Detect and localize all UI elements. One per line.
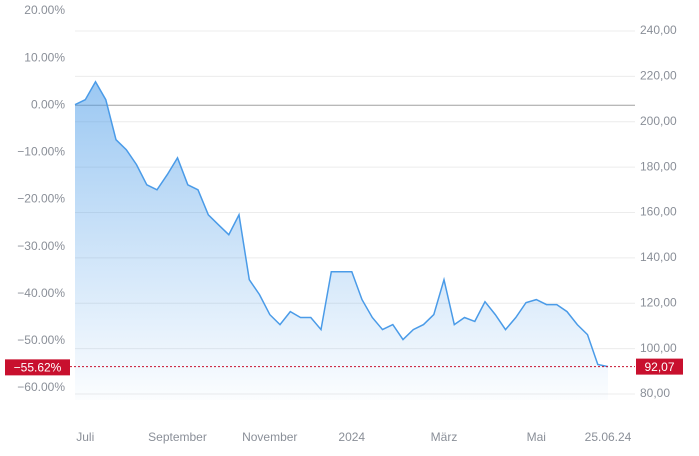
y2-tick-label: 160,00 <box>640 205 677 219</box>
x-tick-label: Mai <box>527 430 546 444</box>
y-tick-label: −40.00% <box>17 286 65 300</box>
y-tick-label: −50.00% <box>17 333 65 347</box>
y2-tick-label: 220,00 <box>640 69 677 83</box>
y-tick-label: 20.00% <box>24 3 65 17</box>
line <box>74 80 609 368</box>
x-tick-label: Juli <box>76 430 94 444</box>
marker-box <box>636 358 683 375</box>
area <box>75 81 608 401</box>
y2-tick-label: 180,00 <box>640 159 677 173</box>
marker-box <box>5 359 70 376</box>
y2-tick-label: 240,00 <box>640 23 677 37</box>
marker-label: 92,07 <box>644 360 674 374</box>
x-tick-label: September <box>148 430 207 444</box>
y-tick-label: −20.00% <box>17 192 65 206</box>
y2-tick-label: 200,00 <box>640 114 677 128</box>
x-tick-label: 2024 <box>338 430 365 444</box>
y2-tick-label: 100,00 <box>640 341 677 355</box>
y-tick-label: −60.00% <box>17 380 65 394</box>
y2-tick-label: 120,00 <box>640 295 677 309</box>
y-tick-label: −10.00% <box>17 145 65 159</box>
y-tick-label: 10.00% <box>24 50 65 64</box>
y2-tick-label: 140,00 <box>640 250 677 264</box>
marker-label: −55.62% <box>14 361 62 375</box>
y2-tick-label: 80,00 <box>640 386 670 400</box>
x-tick-label: November <box>242 430 297 444</box>
y-tick-label: 0.00% <box>31 97 65 111</box>
x-tick-label: 25.06.24 <box>585 430 632 444</box>
y-tick-label: −30.00% <box>17 239 65 253</box>
x-tick-label: März <box>431 430 458 444</box>
